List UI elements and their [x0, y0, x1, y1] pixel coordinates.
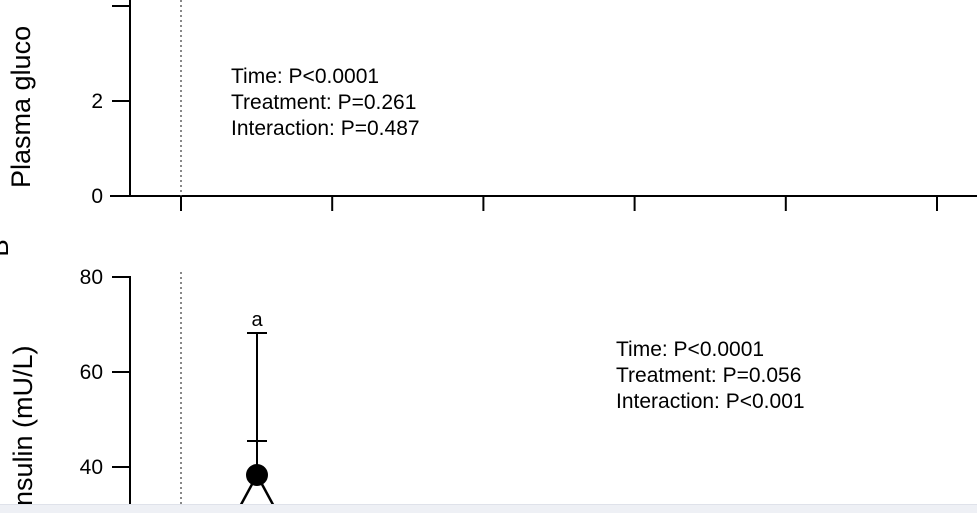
panel-b-y-tick-label-40: 40	[80, 456, 103, 479]
panel-a-stat-interaction: Interaction: P=0.487	[231, 117, 420, 140]
panel-a-y-ticks: 2 0	[91, 5, 130, 208]
panel-a-x-ticks	[180, 196, 938, 211]
panel-a-y-axis-title: Plasma gluco	[6, 26, 36, 188]
panel-a-stat-time: Time: P<0.0001	[231, 65, 379, 88]
panel-b-stats: Time: P<0.0001 Treatment: P=0.056 Intera…	[616, 338, 805, 413]
panel-a-y-tick-label-2: 2	[91, 90, 103, 113]
panel-b-y-axis-title: nsulin (mU/L)	[8, 345, 38, 506]
panel-b-stat-interaction: Interaction: P<0.001	[616, 390, 805, 413]
panel-b-y-ticks: 80 60 40	[80, 266, 130, 479]
panel-b-stat-time: Time: P<0.0001	[616, 338, 764, 361]
panel-a-stat-treatment: Treatment: P=0.261	[231, 91, 416, 114]
panel-b-marker	[246, 464, 268, 486]
panel-b-stat-treatment: Treatment: P=0.056	[616, 364, 801, 387]
panel-b-letter: B	[0, 239, 14, 256]
panel-a-y-tick-label-0: 0	[91, 185, 103, 208]
panel-b-y-tick-label-80: 80	[80, 266, 103, 289]
panel-b-significance-label: a	[251, 309, 263, 331]
panel-b: B nsulin (mU/L) 80 60 40 a Time: P<0.000…	[0, 239, 805, 512]
window-bottom-strip	[0, 504, 977, 513]
panel-a-stats: Time: P<0.0001 Treatment: P=0.261 Intera…	[231, 65, 420, 140]
panel-b-y-tick-label-60: 60	[80, 361, 103, 384]
panel-a: Plasma gluco 2 0 Time: P<0.0001 Treatmen…	[6, 0, 977, 211]
panel-b-data-point-0: a	[235, 309, 279, 512]
